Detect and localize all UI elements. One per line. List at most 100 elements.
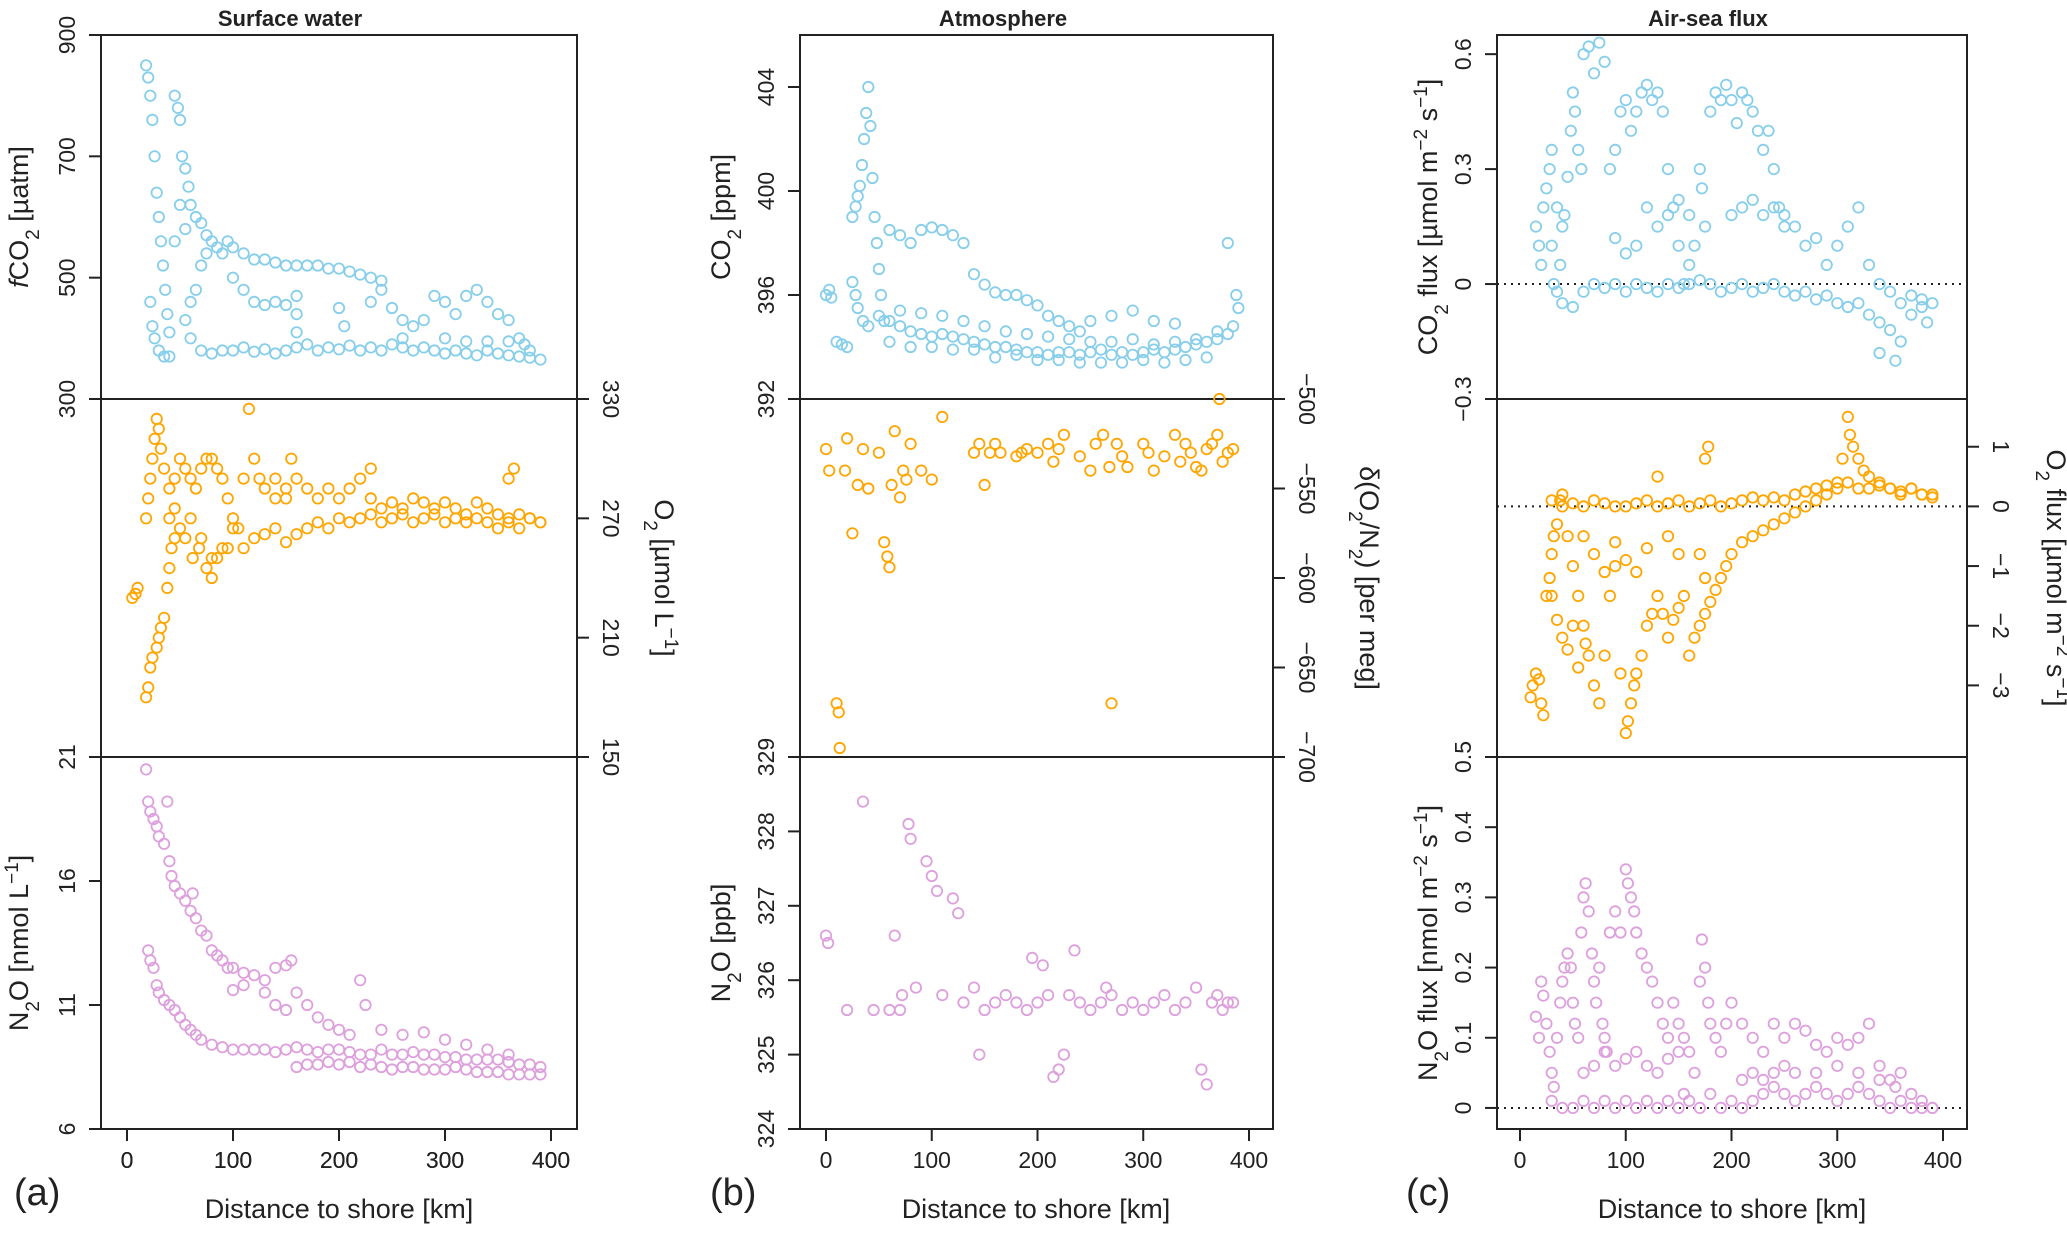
point-o2_sw-44 bbox=[279, 482, 293, 495]
point-o2_flux-45 bbox=[1714, 571, 1728, 585]
point-o2_flux-59 bbox=[1841, 410, 1854, 423]
point-o2_sw-36 bbox=[226, 512, 240, 525]
point-o2_sw-35 bbox=[221, 492, 234, 505]
point-co2_flux-125 bbox=[1609, 232, 1622, 245]
point-co2_flux-120 bbox=[1778, 220, 1791, 233]
point-n2o_flux-117 bbox=[1630, 1045, 1643, 1058]
point-co2_flux-22 bbox=[1598, 55, 1611, 68]
point-o2_flux-4 bbox=[1535, 697, 1548, 710]
point-co2_flux-26 bbox=[1619, 94, 1632, 107]
point-o2_sw-77 bbox=[269, 522, 282, 535]
point-n2o_flux-1 bbox=[1532, 1031, 1546, 1044]
point-o2_flux-21 bbox=[1598, 649, 1611, 662]
point-n2o_flux-112 bbox=[1577, 1066, 1590, 1079]
point-o2_flux-124 bbox=[1556, 631, 1569, 644]
point-n2o_flux-31 bbox=[1619, 863, 1632, 876]
point-co2_atm-31 bbox=[936, 223, 949, 237]
point-co2_flux-75 bbox=[1587, 277, 1601, 291]
point-n2o_atm-19 bbox=[967, 981, 981, 994]
point-fco2-47 bbox=[195, 344, 208, 357]
point-co2_flux-66 bbox=[1873, 277, 1886, 291]
point-n2o_atm-31 bbox=[1057, 1048, 1071, 1061]
point-o2_sw-118 bbox=[269, 472, 282, 485]
point-co2_flux-61 bbox=[1820, 258, 1833, 271]
point-n2o_flux-78 bbox=[1577, 1094, 1590, 1108]
point-fco2-32 bbox=[226, 241, 240, 254]
point-n2o_flux-120 bbox=[1661, 1052, 1675, 1065]
point-o2_flux-11 bbox=[1554, 494, 1567, 507]
point-n2o_sw-14 bbox=[186, 887, 199, 900]
point-n2o_flux-126 bbox=[1767, 1066, 1780, 1079]
point-n2o_sw-9 bbox=[165, 869, 178, 883]
point-n2o_flux-105 bbox=[1862, 1087, 1876, 1101]
point-o2_sw-84 bbox=[343, 516, 356, 529]
point-n2o_flux-67 bbox=[1852, 1031, 1865, 1044]
point-fco2-88 bbox=[396, 313, 409, 327]
point-co2_atm-107 bbox=[1063, 333, 1076, 346]
point-fco2-117 bbox=[438, 332, 452, 345]
point-n2o_sw-45 bbox=[237, 1043, 250, 1056]
point-co2_atm-71 bbox=[1158, 346, 1171, 359]
point-co2_atm-44 bbox=[1073, 325, 1086, 338]
point-co2_atm-65 bbox=[1094, 343, 1108, 356]
point-co2_flux-53 bbox=[1757, 143, 1770, 156]
ytick-label-o2_flux-3: 0 bbox=[1988, 500, 2014, 513]
point-co2_flux-24 bbox=[1609, 143, 1622, 156]
ytick-label-fco2-3: 900 bbox=[54, 16, 80, 54]
point-n2o_flux-5 bbox=[1543, 1045, 1556, 1058]
point-co2_flux-85 bbox=[1693, 274, 1706, 287]
point-o2_flux-26 bbox=[1621, 715, 1635, 728]
point-n2o_flux-72 bbox=[1905, 1087, 1918, 1101]
point-n2o_atm-22 bbox=[989, 996, 1002, 1009]
point-n2o_flux-82 bbox=[1619, 1094, 1632, 1108]
point-o2_sw-41 bbox=[253, 472, 266, 485]
point-o2n2_atm-38 bbox=[1073, 450, 1086, 463]
point-co2_atm-2 bbox=[825, 291, 838, 304]
point-fco2-17 bbox=[163, 350, 176, 363]
point-o2n2_atm-42 bbox=[1103, 460, 1116, 474]
point-n2o_flux-132 bbox=[1873, 1073, 1886, 1087]
point-n2o_atm-10 bbox=[904, 832, 917, 845]
point-o2n2_atm-5 bbox=[838, 464, 852, 477]
point-o2_sw-71 bbox=[205, 551, 218, 565]
point-n2o_atm-44 bbox=[1168, 1003, 1182, 1017]
point-co2_flux-84 bbox=[1683, 277, 1696, 291]
point-co2_flux-121 bbox=[1545, 143, 1558, 156]
point-co2_flux-6 bbox=[1545, 239, 1558, 252]
point-co2_flux-112 bbox=[1661, 209, 1675, 222]
point-n2o_flux-116 bbox=[1619, 1052, 1632, 1065]
point-fco2-72 bbox=[460, 347, 473, 360]
point-co2_atm-94 bbox=[1137, 353, 1150, 367]
point-co2_flux-78 bbox=[1619, 285, 1632, 298]
point-n2o_atm-34 bbox=[1073, 996, 1086, 1009]
point-o2_flux-5 bbox=[1537, 709, 1550, 722]
point-co2_atm-38 bbox=[1010, 288, 1023, 302]
point-fco2-94 bbox=[460, 289, 473, 302]
point-n2o_sw-44 bbox=[226, 1043, 240, 1056]
point-fco2-7 bbox=[154, 235, 167, 248]
point-fco2-112 bbox=[248, 295, 261, 308]
point-co2_atm-111 bbox=[1147, 338, 1160, 351]
point-fco2-57 bbox=[301, 338, 314, 351]
point-n2o_flux-42 bbox=[1667, 996, 1680, 1009]
point-n2o_flux-98 bbox=[1788, 1094, 1802, 1108]
point-n2o_flux-96 bbox=[1767, 1080, 1780, 1094]
point-o2n2_atm-60 bbox=[1227, 442, 1240, 456]
point-co2_flux-81 bbox=[1651, 285, 1664, 298]
point-n2o_sw-69 bbox=[491, 1053, 505, 1066]
point-co2_flux-32 bbox=[1651, 86, 1664, 99]
point-co2_atm-17 bbox=[870, 236, 883, 250]
ytick-label-co2_atm-2: 400 bbox=[753, 172, 779, 210]
point-co2_atm-10 bbox=[855, 158, 869, 172]
point-o2_flux-29 bbox=[1630, 667, 1643, 680]
xtick-label-n2o_flux-3: 300 bbox=[1818, 1147, 1856, 1173]
point-co2_atm-113 bbox=[1190, 333, 1203, 346]
point-co2_flux-45 bbox=[1714, 94, 1728, 107]
point-n2o_sw-77 bbox=[322, 1055, 335, 1069]
point-co2_atm-42 bbox=[1052, 314, 1065, 328]
point-o2_sw-58 bbox=[428, 502, 441, 515]
point-o2_flux-85 bbox=[1693, 497, 1706, 510]
point-co2_atm-39 bbox=[1020, 294, 1034, 307]
point-o2_sw-27 bbox=[179, 462, 192, 475]
point-co2_flux-36 bbox=[1672, 239, 1685, 252]
